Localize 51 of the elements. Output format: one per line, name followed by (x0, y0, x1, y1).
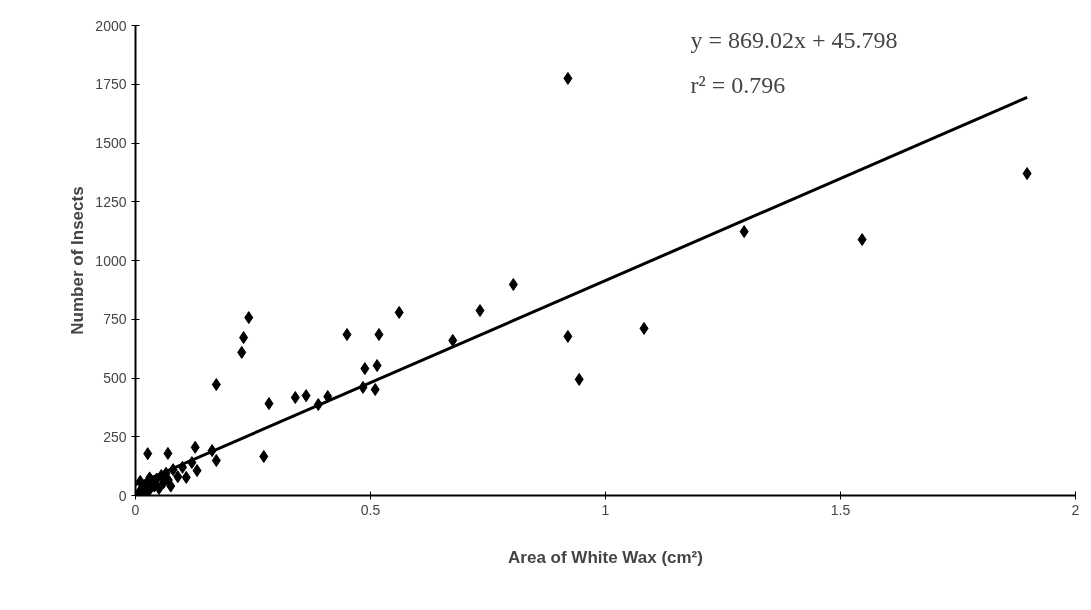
point (244, 311, 254, 325)
point (394, 305, 404, 319)
point (372, 359, 382, 373)
annotation: y = 869.02x + 45.798 (690, 26, 898, 53)
point (342, 328, 352, 342)
point (370, 383, 380, 397)
point (563, 329, 573, 343)
point (166, 479, 176, 493)
y-tick-label: 1000 (95, 252, 127, 269)
point (239, 331, 249, 345)
point (360, 362, 370, 376)
point (190, 440, 200, 454)
point (301, 389, 311, 403)
point (508, 277, 518, 291)
point (211, 378, 221, 392)
y-tick-label: 500 (103, 370, 127, 386)
point (374, 328, 384, 342)
point (181, 470, 191, 484)
x-tick-label: 1 (601, 501, 610, 518)
y-tick-label: 2000 (95, 17, 127, 34)
point (154, 481, 164, 495)
point (264, 397, 274, 411)
point (237, 345, 247, 359)
x-tick-label: 2 (1071, 501, 1080, 518)
point (739, 225, 749, 239)
point (448, 333, 458, 347)
point (290, 391, 300, 405)
y-axis-title: Number of Insects (68, 186, 88, 335)
annotation: r² = 0.796 (690, 71, 786, 98)
point (192, 464, 202, 478)
point (163, 446, 173, 460)
point (143, 447, 153, 461)
point (259, 449, 269, 463)
x-tick-label: 0 (131, 501, 140, 518)
point (574, 372, 584, 386)
y-tick-label: 750 (103, 311, 127, 328)
y-tick-label: 250 (103, 428, 127, 445)
point (173, 470, 183, 484)
point (475, 304, 485, 318)
point (639, 321, 649, 335)
x-tick-label: 0.5 (360, 501, 381, 518)
y-tick-label: 1250 (95, 193, 127, 210)
y-tick-label: 1750 (95, 76, 127, 93)
y-tick-label: 0 (118, 487, 127, 504)
x-axis-title: Area of White Wax (cm²) (508, 547, 703, 567)
y-tick-label: 1500 (95, 135, 127, 151)
point (211, 453, 221, 467)
point (857, 233, 867, 247)
point (563, 71, 573, 85)
x-tick-label: 1.5 (830, 501, 851, 518)
point (1022, 167, 1032, 181)
